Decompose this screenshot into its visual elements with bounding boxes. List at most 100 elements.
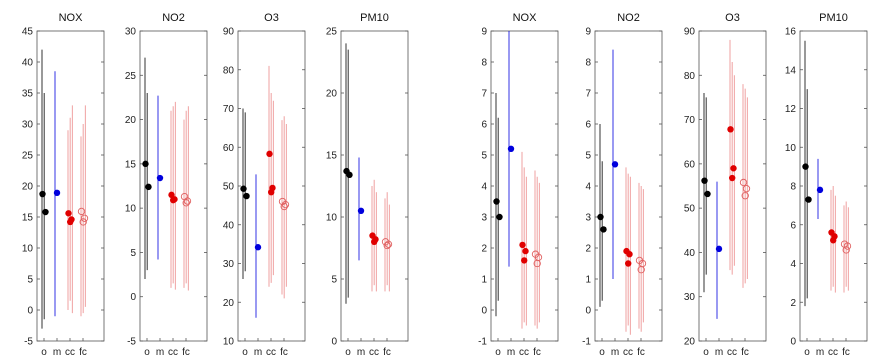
data-point bbox=[626, 251, 633, 258]
y-tick-label: 90 bbox=[684, 27, 696, 38]
data-point bbox=[142, 160, 149, 168]
chart-panel: PM10 0 5 10 15 20 25 o m cc fc bbox=[326, 12, 409, 358]
y-tick-label: 0 bbox=[331, 337, 337, 348]
chart-panel: NO2 -5 0 5 10 15 20 25 30 o m cc fc bbox=[125, 12, 208, 358]
x-tick-label: cc bbox=[369, 347, 379, 358]
y-tick-label: 8 bbox=[790, 182, 796, 193]
y-tick-label: -5 bbox=[127, 337, 136, 348]
data-point bbox=[383, 241, 391, 250]
x-tick-label: m bbox=[53, 347, 61, 358]
data-point bbox=[597, 213, 604, 221]
y-tick-label: 30 bbox=[684, 292, 696, 303]
data-point bbox=[156, 174, 164, 182]
data-point bbox=[519, 241, 526, 249]
y-tick-label: 0 bbox=[481, 306, 487, 317]
data-point bbox=[39, 190, 46, 198]
y-tick-label: 30 bbox=[125, 27, 137, 38]
panel-title: NOX bbox=[59, 12, 84, 24]
data-point bbox=[493, 198, 500, 205]
y-tick-label: 3 bbox=[585, 213, 591, 224]
data-point bbox=[281, 200, 290, 209]
chart-panel: NO2 -1 0 1 2 3 4 5 6 7 8 9 o m cc fc bbox=[582, 12, 663, 358]
data-point bbox=[67, 218, 74, 226]
y-tick-label: 10 bbox=[223, 337, 235, 348]
data-point bbox=[741, 192, 749, 200]
data-point bbox=[729, 174, 736, 182]
x-tick-label: fc bbox=[741, 347, 749, 358]
x-tick-label: m bbox=[357, 347, 365, 358]
y-tick-label: 45 bbox=[22, 27, 34, 38]
y-tick-label: 5 bbox=[130, 248, 136, 259]
x-tick-label: cc bbox=[519, 347, 529, 358]
data-point bbox=[266, 150, 273, 158]
panel-title: NOX bbox=[513, 12, 538, 24]
data-point bbox=[280, 202, 288, 211]
y-tick-label: 70 bbox=[223, 104, 235, 115]
data-point bbox=[625, 260, 632, 267]
data-point bbox=[842, 246, 850, 254]
x-tick-label: o bbox=[144, 347, 150, 358]
data-point bbox=[77, 207, 86, 216]
y-tick-label: 80 bbox=[684, 71, 696, 82]
y-tick-label: 3 bbox=[481, 213, 487, 224]
panel-title: NO2 bbox=[162, 12, 185, 24]
y-tick-label: 14 bbox=[785, 65, 797, 76]
x-tick-label: cc bbox=[65, 347, 75, 358]
y-tick-label: 5 bbox=[585, 151, 591, 162]
data-point bbox=[507, 145, 515, 152]
y-tick-label: 60 bbox=[684, 159, 696, 170]
y-tick-label: 0 bbox=[585, 306, 591, 317]
data-point bbox=[371, 238, 378, 245]
x-tick-label: m bbox=[156, 347, 164, 358]
y-tick-label: 35 bbox=[22, 89, 34, 100]
y-tick-label: 30 bbox=[223, 259, 235, 270]
y-tick-label: 90 bbox=[223, 27, 235, 38]
data-point bbox=[742, 185, 751, 193]
data-point bbox=[805, 196, 812, 203]
y-tick-label: 60 bbox=[223, 143, 235, 154]
chart-panel: NOX -5 0 5 10 15 20 25 30 35 40 45 o m cc fc bbox=[22, 12, 105, 358]
chart-panel: NOX -1 0 1 2 3 4 5 6 7 8 9 o m cc fc bbox=[478, 12, 559, 358]
y-tick-label: 10 bbox=[785, 143, 797, 154]
y-tick-label: 15 bbox=[125, 159, 137, 170]
y-tick-label: 6 bbox=[585, 120, 591, 131]
chart-panel: O3 10 20 30 40 50 60 70 80 90 o m cc fc bbox=[223, 12, 306, 358]
data-point bbox=[145, 183, 152, 191]
y-tick-label: 5 bbox=[331, 275, 337, 286]
x-tick-label: fc bbox=[842, 347, 850, 358]
x-tick-label: fc bbox=[280, 347, 288, 358]
panel-title: O3 bbox=[725, 12, 740, 24]
x-tick-label: o bbox=[242, 347, 248, 358]
data-point bbox=[704, 190, 711, 198]
x-tick-label: fc bbox=[383, 347, 391, 358]
data-point bbox=[522, 247, 529, 255]
data-point bbox=[739, 178, 748, 187]
x-tick-label: m bbox=[816, 347, 824, 358]
x-tick-label: fc bbox=[182, 347, 190, 358]
x-tick-label: fc bbox=[533, 347, 541, 358]
y-tick-label: 50 bbox=[684, 204, 696, 215]
x-tick-label: cc bbox=[623, 347, 633, 358]
y-tick-label: 2 bbox=[585, 244, 591, 255]
y-tick-label: 25 bbox=[22, 151, 34, 162]
data-point bbox=[65, 210, 72, 217]
y-tick-label: 0 bbox=[130, 292, 136, 303]
x-tick-label: cc bbox=[168, 347, 178, 358]
data-point bbox=[53, 189, 61, 197]
x-tick-label: o bbox=[345, 347, 351, 358]
y-tick-label: 5 bbox=[481, 151, 487, 162]
data-point bbox=[701, 177, 708, 184]
y-tick-label: 2 bbox=[790, 298, 796, 309]
x-tick-label: o bbox=[703, 347, 709, 358]
data-point bbox=[521, 257, 528, 264]
data-point bbox=[496, 213, 503, 221]
chart-panel: PM10 0 2 4 6 8 10 12 14 16 o m cc fc bbox=[785, 12, 868, 358]
x-tick-label: o bbox=[804, 347, 810, 358]
y-tick-label: 4 bbox=[790, 259, 796, 270]
y-tick-label: 2 bbox=[481, 244, 487, 255]
y-tick-label: -1 bbox=[582, 337, 591, 348]
data-point bbox=[384, 240, 393, 248]
x-tick-label: m bbox=[715, 347, 723, 358]
x-tick-label: m bbox=[254, 347, 262, 358]
